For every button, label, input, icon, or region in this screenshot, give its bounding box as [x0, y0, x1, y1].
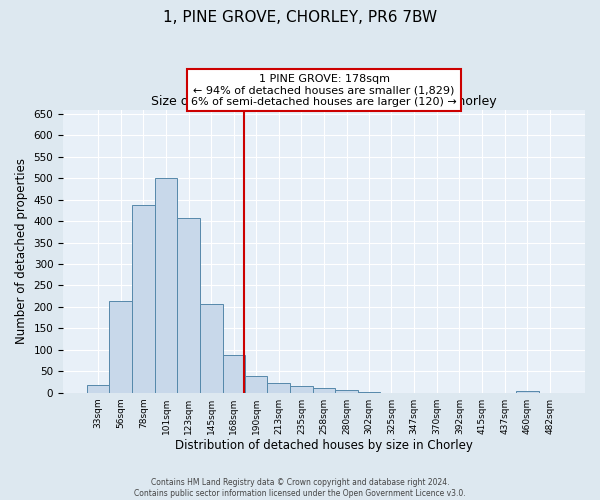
Bar: [109, 302, 132, 392]
Y-axis label: Number of detached properties: Number of detached properties: [15, 158, 28, 344]
Title: Size of property relative to detached houses in Chorley: Size of property relative to detached ho…: [151, 96, 497, 108]
Bar: [155, 178, 178, 392]
Bar: [335, 390, 358, 392]
Text: Contains HM Land Registry data © Crown copyright and database right 2024.
Contai: Contains HM Land Registry data © Crown c…: [134, 478, 466, 498]
X-axis label: Distribution of detached houses by size in Chorley: Distribution of detached houses by size …: [175, 440, 473, 452]
Text: 1, PINE GROVE, CHORLEY, PR6 7BW: 1, PINE GROVE, CHORLEY, PR6 7BW: [163, 10, 437, 25]
Bar: [290, 386, 313, 392]
Bar: [132, 205, 155, 392]
Bar: [87, 385, 109, 392]
Bar: [223, 355, 245, 393]
Bar: [200, 304, 223, 392]
Bar: [245, 376, 268, 392]
Bar: [178, 218, 200, 392]
Bar: [268, 384, 290, 392]
Bar: [313, 388, 335, 392]
Text: 1 PINE GROVE: 178sqm
← 94% of detached houses are smaller (1,829)
6% of semi-det: 1 PINE GROVE: 178sqm ← 94% of detached h…: [191, 74, 457, 106]
